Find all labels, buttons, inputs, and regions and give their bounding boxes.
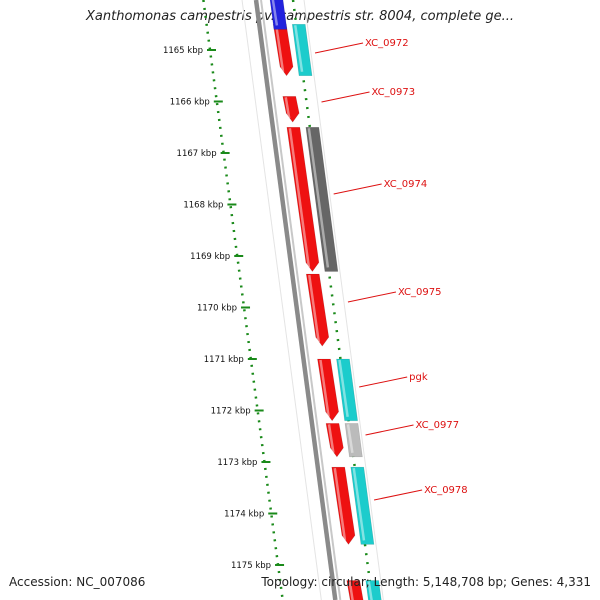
gene-cyan[interactable] <box>336 358 358 422</box>
gene-body <box>286 126 320 272</box>
accession-text: Accession: NC_007086 <box>9 575 146 589</box>
gene-highlight <box>288 128 311 268</box>
gene-label-text: XC_0973 <box>372 87 416 98</box>
gene-XC_0972[interactable] <box>272 23 294 77</box>
gene-XC_0977[interactable] <box>325 423 344 458</box>
gene-highlight <box>307 128 330 268</box>
gene-cyan[interactable] <box>291 23 313 77</box>
scale-line <box>202 0 284 600</box>
gene-body <box>325 423 344 458</box>
scale-tick-label: 1170 kbp <box>197 304 237 314</box>
gene-lightgray[interactable] <box>344 423 363 458</box>
gene-body <box>282 96 300 123</box>
leader-line <box>347 291 397 303</box>
scale-tick-label: 1172 kbp <box>211 407 251 417</box>
gene-highlight <box>333 467 347 541</box>
map-title: Xanthomonas campestris pv. campestris st… <box>86 9 514 24</box>
gene-label-XC_0973[interactable]: XC_0973 <box>321 87 416 103</box>
leader-line <box>321 91 370 103</box>
backbone-layer <box>241 0 384 600</box>
gene-highlight <box>319 359 330 417</box>
scale-tick-label: 1174 kbp <box>224 510 264 520</box>
scale-tick-label: 1173 kbp <box>217 458 257 468</box>
leader-line <box>314 42 364 54</box>
gene-body <box>365 580 382 600</box>
gene-label-XC_0977[interactable]: XC_0977 <box>365 420 460 436</box>
gene-XC_0973[interactable] <box>282 96 300 123</box>
backbone-line <box>253 0 338 600</box>
gene-label-text: XC_0975 <box>398 287 442 298</box>
scale-tick-label: 1175 kbp <box>231 561 271 571</box>
gene-pgk[interactable] <box>317 358 339 422</box>
gene-highlight <box>338 359 349 417</box>
gene-label-pgk[interactable]: pgk <box>359 372 428 388</box>
scale-tick-label: 1166 kbp <box>170 98 210 108</box>
gene-highlight <box>308 274 321 343</box>
gene-red[interactable] <box>346 580 365 600</box>
gene-cyan[interactable] <box>350 466 375 545</box>
gene-XC_0978[interactable] <box>331 466 356 545</box>
gene-highlight <box>367 581 373 600</box>
gene-layer <box>269 0 384 600</box>
gene-label-XC_0974[interactable]: XC_0974 <box>333 179 428 195</box>
topology-text: Topology: circular; Length: 5,148,708 bp… <box>261 575 591 589</box>
gene-body <box>344 423 363 458</box>
gene-highlight <box>271 0 279 26</box>
gene-body <box>346 580 364 600</box>
backbone-shadow <box>260 0 342 600</box>
leader-line <box>374 489 423 501</box>
gene-body <box>336 358 358 422</box>
scale-tick-label: 1171 kbp <box>204 355 244 365</box>
scale-tick-label: 1169 kbp <box>190 252 230 262</box>
gene-blue[interactable] <box>269 0 288 30</box>
gene-highlight <box>346 424 354 454</box>
gene-label-XC_0972[interactable]: XC_0972 <box>314 38 409 54</box>
gene-body <box>305 273 330 347</box>
lane-border <box>303 0 384 600</box>
gene-body <box>350 466 375 545</box>
gene-highlight <box>275 25 285 72</box>
gene-highlight <box>294 25 304 72</box>
gene-highlight <box>284 97 291 119</box>
gene-body <box>317 358 339 422</box>
gene-highlight <box>327 424 335 454</box>
gene-highlight <box>348 581 354 600</box>
gene-label-XC_0975[interactable]: XC_0975 <box>347 287 442 303</box>
gene-label-text: XC_0972 <box>365 38 409 49</box>
gene-cyan[interactable] <box>365 580 384 600</box>
gene-label-text: XC_0974 <box>384 179 428 190</box>
gene-label-XC_0978[interactable]: XC_0978 <box>374 485 468 501</box>
scale-tick-label: 1168 kbp <box>183 201 223 211</box>
scale-tick-label: 1167 kbp <box>177 149 217 159</box>
gene-gray[interactable] <box>305 126 339 272</box>
leader-line <box>365 424 414 436</box>
scale-tick-label: 1165 kbp <box>163 46 203 56</box>
leader-line <box>359 376 408 388</box>
gene-label-text: XC_0978 <box>424 485 468 496</box>
gene-body <box>291 23 313 77</box>
gene-body <box>269 0 288 30</box>
gene-highlight <box>352 467 366 541</box>
gene-body <box>331 466 356 545</box>
gene-label-text: pgk <box>409 372 428 383</box>
lane-border <box>241 0 322 600</box>
gene-label-text: XC_0977 <box>416 420 460 431</box>
leader-line <box>333 183 382 195</box>
gene-XC_0974[interactable] <box>286 126 320 272</box>
gene-XC_0975[interactable] <box>305 273 330 347</box>
gene-body <box>305 126 339 272</box>
